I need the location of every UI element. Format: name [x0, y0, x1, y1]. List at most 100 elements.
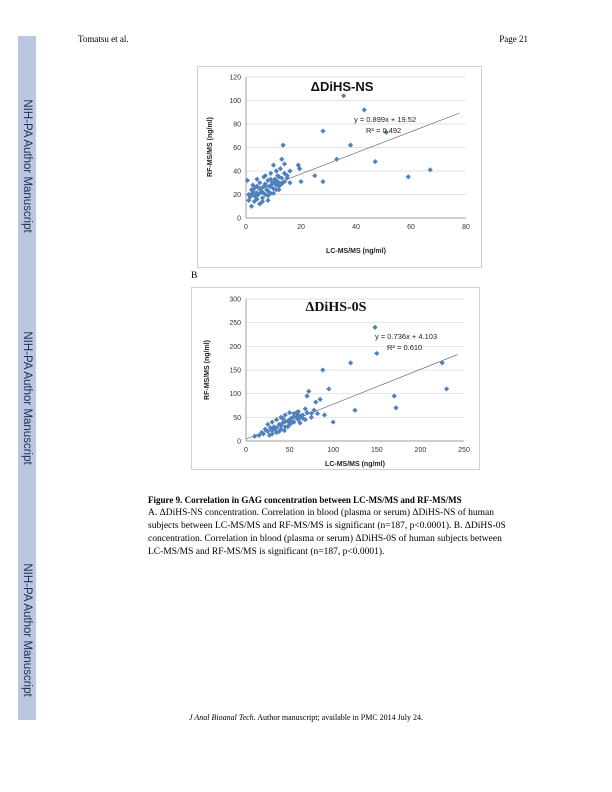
- data-point: [393, 405, 399, 411]
- trendline-equation: y = 0.736x + 4.103: [375, 332, 437, 341]
- data-point: [295, 162, 301, 168]
- chart-title: ΔDiHS-0S: [306, 300, 367, 315]
- data-point: [270, 162, 277, 168]
- data-point: [278, 414, 284, 420]
- data-point: [306, 388, 312, 394]
- data-point: [372, 159, 378, 165]
- data-point: [287, 168, 293, 174]
- data-point: [276, 187, 282, 193]
- caption-body: A. ΔDiHS-NS concentration. Correlation i…: [148, 508, 506, 557]
- data-point: [287, 180, 293, 186]
- y-tick-label: 120: [229, 75, 241, 82]
- x-axis-label: LC-MS/MS (ng/ml): [326, 248, 386, 255]
- y-axis-label: RF-MS/MS (ng/ml): [204, 340, 211, 400]
- data-point: [348, 360, 354, 366]
- y-tick-label: 100: [229, 391, 241, 398]
- data-point: [427, 167, 433, 173]
- data-point: [313, 399, 319, 405]
- data-point: [259, 198, 266, 205]
- x-tick-label: 80: [462, 224, 470, 231]
- y-axis-label: RF-MS/MS (ng/ml): [207, 117, 214, 177]
- data-point: [320, 178, 326, 185]
- figure-caption: Figure 9. Correlation in GAG concentrati…: [148, 494, 508, 559]
- y-tick-label: 0: [237, 216, 241, 223]
- r-squared-label: R² = 0.610: [387, 343, 422, 352]
- data-point: [372, 324, 378, 330]
- data-point: [352, 407, 358, 413]
- panel-b-label: B: [191, 271, 198, 281]
- footer-text: . Author manuscript; available in PMC 20…: [253, 713, 423, 722]
- y-tick-label: 80: [233, 122, 241, 129]
- x-tick-label: 200: [415, 447, 427, 454]
- data-point: [276, 180, 282, 186]
- data-point: [256, 432, 262, 438]
- data-point: [270, 186, 277, 192]
- data-point: [278, 423, 284, 429]
- data-point: [391, 393, 397, 399]
- y-tick-label: 100: [229, 98, 241, 105]
- data-point: [268, 176, 274, 182]
- x-tick-label: 150: [371, 447, 383, 454]
- data-point: [347, 142, 354, 148]
- data-point: [248, 187, 255, 193]
- data-point: [254, 190, 260, 196]
- y-tick-label: 40: [233, 169, 241, 176]
- data-point: [251, 193, 257, 199]
- trendline-equation: y = 0.899x + 19.52: [354, 115, 416, 124]
- data-point: [281, 178, 288, 185]
- x-tick-label: 0: [244, 447, 248, 454]
- data-point: [257, 186, 263, 192]
- data-point: [269, 419, 275, 425]
- data-point: [320, 367, 326, 373]
- trendline: [246, 354, 458, 440]
- x-tick-label: 50: [286, 447, 294, 454]
- chart-title: ΔDiHS-NS: [311, 79, 374, 94]
- data-point: [246, 191, 252, 198]
- y-tick-label: 150: [229, 368, 241, 375]
- data-point: [374, 350, 380, 357]
- data-point: [405, 174, 411, 180]
- x-tick-label: 20: [297, 224, 305, 231]
- data-point: [272, 426, 278, 432]
- data-point: [281, 161, 288, 167]
- data-point: [304, 393, 310, 399]
- data-point: [248, 203, 255, 209]
- data-point: [297, 166, 303, 172]
- data-point: [265, 197, 271, 203]
- y-tick-label: 50: [233, 415, 241, 422]
- data-point: [251, 198, 257, 205]
- data-point: [443, 386, 450, 392]
- data-point: [270, 190, 277, 196]
- x-tick-label: 40: [352, 224, 360, 231]
- scatter-chart-dihs-0s: 0 50 100 150 200 250 300 0 50 100 150 200 250 ΔDiHS-0…: [191, 287, 480, 470]
- x-tick-label: 60: [407, 224, 415, 231]
- data-point: [248, 191, 255, 198]
- data-point: [262, 191, 268, 198]
- data-point: [341, 93, 347, 99]
- data-point: [257, 180, 263, 186]
- data-point: [326, 386, 332, 392]
- data-point: [265, 193, 271, 199]
- data-point: [273, 187, 279, 193]
- data-point: [251, 186, 257, 192]
- data-point: [259, 195, 266, 201]
- data-point: [281, 427, 287, 434]
- page-number: Page 21: [499, 34, 528, 44]
- data-point: [277, 166, 283, 172]
- running-head-authors: Tomatsu et al.: [78, 34, 129, 44]
- chart-b-svg: 0 50 100 150 200 250 300 0 50 100 150 200 250 ΔDiHS-0…: [204, 297, 470, 469]
- data-point: [262, 182, 268, 188]
- scatter-chart-dihs-ns: 0 20 40 60 80 100 120 0 20 40 60 80 ΔDiHS-NS y = 0.89…: [197, 66, 482, 268]
- data-point: [268, 183, 274, 189]
- data-point: [330, 419, 336, 425]
- data-point: [334, 156, 340, 162]
- data-point: [280, 142, 286, 148]
- x-tick-label: 250: [458, 447, 470, 454]
- data-point: [279, 156, 285, 162]
- journal-name: J Anal Bioanal Tech: [189, 713, 254, 722]
- data-point: [314, 410, 321, 417]
- data-point: [273, 417, 280, 423]
- data-point: [260, 431, 267, 437]
- r-squared-label: R² = 0.492: [366, 126, 401, 135]
- data-point: [287, 410, 293, 416]
